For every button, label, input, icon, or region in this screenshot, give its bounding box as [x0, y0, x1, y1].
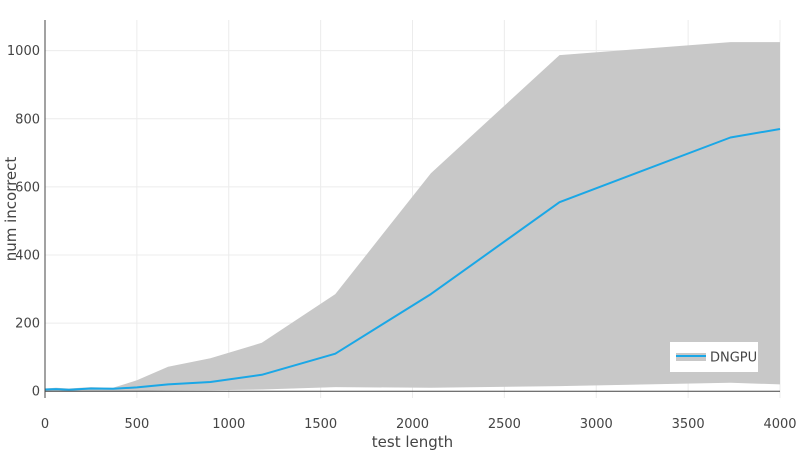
x-tick-label: 500 — [124, 417, 149, 432]
x-axis-title: test length — [372, 433, 453, 450]
y-tick-labels: 0 200 400 600 800 1000 — [7, 44, 40, 400]
x-tick-label: 3000 — [580, 417, 613, 432]
x-tick-label: 2500 — [488, 417, 521, 432]
x-tick-label: 2000 — [396, 417, 429, 432]
y-tick-label: 1000 — [7, 44, 40, 59]
y-tick-label: 0 — [32, 385, 40, 400]
x-tick-label: 3500 — [672, 417, 705, 432]
axes — [44, 20, 780, 398]
y-tick-label: 400 — [15, 248, 40, 263]
confidence-bands — [45, 42, 780, 392]
x-tick-label: 4000 — [763, 417, 796, 432]
legend-label: DNGPU — [710, 351, 757, 366]
x-tick-label: 1500 — [304, 417, 337, 432]
y-tick-label: 600 — [15, 180, 40, 195]
legend[interactable]: DNGPU — [670, 342, 758, 372]
series-line-0 — [44, 128, 781, 391]
y-tick-label: 200 — [15, 317, 40, 332]
y-tick-label: 800 — [15, 112, 40, 127]
x-tick-label: 0 — [41, 417, 49, 432]
series-lines — [44, 128, 781, 391]
x-tick-label: 1000 — [212, 417, 245, 432]
series-band-0 — [45, 42, 780, 392]
x-tick-labels: 0 500 1000 1500 2000 2500 3000 3500 4000 — [41, 417, 797, 432]
y-axis-title: num incorrect — [2, 157, 20, 262]
